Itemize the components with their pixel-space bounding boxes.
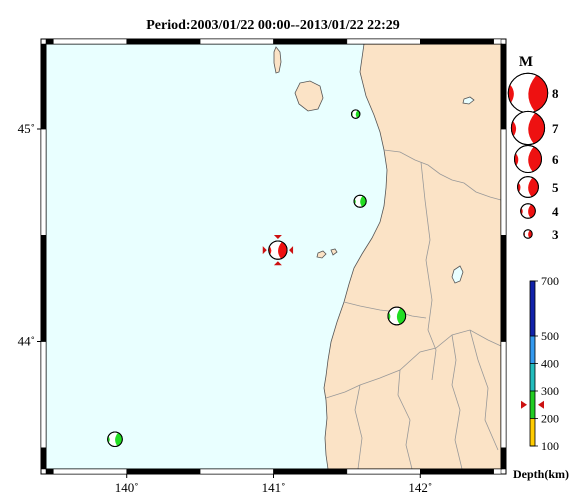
magnitude-legend-symbol-6: [514, 145, 542, 173]
frame-bar: [500, 235, 507, 342]
yagishiri-island: [330, 248, 338, 256]
frame-bar: [45, 38, 54, 45]
frame-bar: [126, 38, 201, 45]
focal-mechanism-1: [268, 240, 288, 260]
depth-colorbar: 700 500 400 300 200 100 Depth(km): [513, 274, 569, 481]
prefecture-border-line: [420, 161, 437, 381]
map-panel: 140˚ 141˚ 142˚ 45˚ 44˚: [18, 38, 507, 495]
depth-band: [530, 418, 535, 446]
prefecture-border-line: [354, 384, 363, 470]
rebun-island: [273, 46, 282, 74]
frame-bar: [199, 38, 274, 45]
focal-mechanism-5: [107, 431, 123, 448]
frame-bar: [500, 447, 507, 470]
frame-bar: [500, 341, 507, 448]
magnitude-legend-label: 6: [552, 152, 559, 167]
frame-bar: [500, 43, 507, 130]
focal-mechanism-3: [353, 194, 367, 208]
frame-bar: [346, 38, 421, 45]
magnitude-legend-symbol-4: [520, 203, 536, 219]
frame-bar: [420, 468, 494, 475]
map-axes: 140˚ 141˚ 142˚ 45˚ 44˚: [18, 121, 433, 495]
magnitude-legend-symbol-3: [523, 229, 533, 239]
focal-mechanism-4: [387, 306, 407, 326]
teuri-island: [316, 250, 327, 259]
selected-event-markers: [262, 234, 294, 266]
frame-bar: [126, 468, 201, 475]
lat-tick-label: 45˚: [18, 121, 35, 136]
land-area: [273, 43, 503, 470]
prefecture-border-line: [397, 369, 413, 470]
frame-bar: [493, 468, 502, 475]
lon-tick-label: 140˚: [115, 480, 139, 495]
magnitude-legend-label: 7: [552, 121, 559, 136]
depth-marker: [538, 400, 544, 409]
depth-tick-label: 200: [541, 412, 559, 426]
magnitude-legend-label: 4: [552, 204, 559, 219]
hokkaido-landmass: [323, 43, 503, 470]
magnitude-legend-symbol-7: [510, 110, 546, 146]
depth-tick-label: 300: [541, 384, 559, 398]
frame-bar: [493, 38, 502, 45]
map-frame: [40, 38, 507, 475]
prefecture-border-line: [469, 329, 499, 451]
frame-bar: [40, 43, 47, 130]
prefecture-border-line: [383, 149, 502, 201]
depth-marker: [521, 400, 527, 409]
frame-bar: [53, 468, 127, 475]
magnitude-legend: M 8 7 6 5 4 3: [507, 54, 559, 242]
period-title: Period:2003/01/22 00:00--2013/01/22 22:2…: [146, 18, 400, 33]
focal-mechanism-2: [350, 109, 361, 119]
depth-tick-label: 700: [541, 274, 559, 288]
frame-bar: [500, 128, 507, 236]
lake: [462, 96, 475, 105]
depth-band: [530, 391, 535, 419]
lake: [451, 265, 464, 284]
depth-band: [530, 336, 535, 364]
frame-bar: [346, 468, 421, 475]
magnitude-legend-label: 8: [552, 86, 559, 101]
depth-tick-label: 100: [541, 439, 559, 453]
focal-mechanisms: [107, 109, 407, 448]
prefecture-border-line: [325, 329, 502, 399]
depth-band: [530, 281, 535, 336]
frame-bar: [273, 468, 348, 475]
frame-bar: [53, 38, 127, 45]
frame-bar: [45, 468, 54, 475]
magnitude-legend-label: 5: [552, 180, 559, 195]
magnitude-legend-symbol-5: [517, 176, 539, 198]
rishiri-island: [294, 80, 324, 112]
frame-bar: [40, 235, 47, 342]
magnitude-legend-label: 3: [552, 227, 559, 242]
prefecture-border-line: [451, 334, 463, 470]
prefecture-borders: [325, 149, 502, 470]
lon-tick-label: 141˚: [262, 480, 286, 495]
magnitude-legend-heading: M: [519, 54, 533, 70]
frame-bar: [199, 468, 274, 475]
frame-bar: [40, 128, 47, 236]
depth-band: [530, 363, 535, 391]
depth-tick-label: 400: [541, 357, 559, 371]
lon-tick-label: 142˚: [408, 480, 432, 495]
frame-bar: [40, 447, 47, 470]
depth-tick-label: 500: [541, 329, 559, 343]
frame-bar: [420, 38, 494, 45]
depth-axis-label: Depth(km): [513, 467, 569, 481]
frame-bar: [40, 341, 47, 448]
lat-tick-label: 44˚: [18, 334, 35, 349]
frame-bar: [273, 38, 348, 45]
magnitude-legend-symbol-8: [507, 72, 549, 114]
